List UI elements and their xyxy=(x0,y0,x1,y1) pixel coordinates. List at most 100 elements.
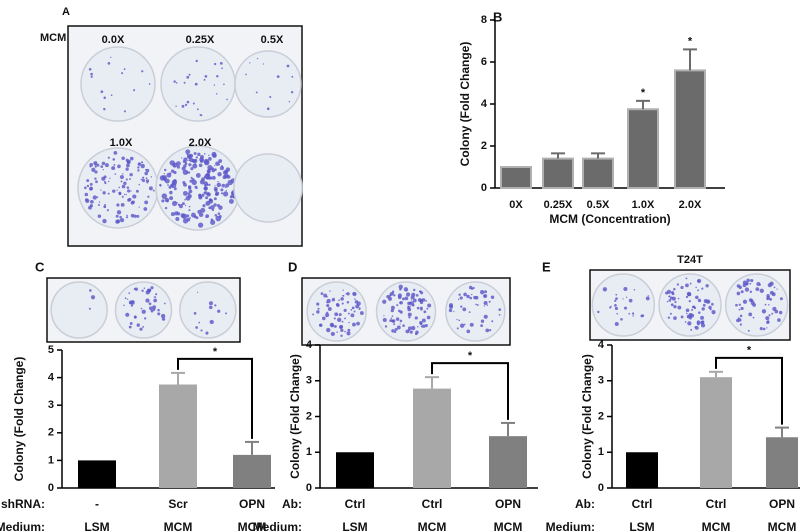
colony xyxy=(103,107,106,111)
colony xyxy=(161,199,165,203)
colony xyxy=(192,102,195,105)
colony xyxy=(126,214,128,217)
colony xyxy=(312,313,315,316)
colony xyxy=(490,295,495,299)
colony xyxy=(404,296,409,301)
colony xyxy=(393,294,396,297)
colony xyxy=(104,163,109,168)
colony xyxy=(148,186,153,191)
colony xyxy=(228,198,234,204)
colony xyxy=(113,151,118,155)
colony xyxy=(134,287,136,290)
colony xyxy=(193,215,197,219)
well xyxy=(80,46,156,122)
colony xyxy=(189,179,193,183)
colony xyxy=(176,161,181,166)
colony xyxy=(183,182,187,187)
colony xyxy=(111,166,116,171)
colony xyxy=(207,165,213,171)
colony xyxy=(772,306,777,312)
colony xyxy=(614,299,617,302)
colony xyxy=(161,193,168,199)
colony xyxy=(139,327,143,331)
colony xyxy=(399,319,403,323)
colony xyxy=(169,190,173,195)
colony xyxy=(476,304,479,306)
colony xyxy=(744,287,750,292)
well xyxy=(591,273,656,337)
colony xyxy=(457,298,460,300)
colony xyxy=(609,306,612,309)
colony xyxy=(218,159,223,164)
x-axis-label: MCM (Concentration) xyxy=(549,212,670,226)
colony xyxy=(742,299,748,304)
colony xyxy=(768,314,771,317)
colony xyxy=(320,292,324,295)
colony xyxy=(317,307,320,310)
bar xyxy=(700,377,732,488)
colony xyxy=(700,320,704,325)
colony xyxy=(670,303,674,307)
colony xyxy=(691,308,694,311)
colony xyxy=(91,167,96,172)
colony xyxy=(761,309,767,314)
colony xyxy=(196,108,199,111)
colony xyxy=(266,107,270,111)
colony xyxy=(354,298,356,300)
colony xyxy=(690,328,693,331)
colony xyxy=(480,319,485,323)
colony xyxy=(222,191,229,197)
colony xyxy=(398,284,403,289)
colony xyxy=(205,183,208,186)
colony xyxy=(390,317,393,320)
colony xyxy=(184,162,188,166)
colony xyxy=(176,212,181,216)
y-tick-label: 1 xyxy=(598,446,604,458)
colony xyxy=(755,287,760,292)
colony xyxy=(150,309,154,313)
colony xyxy=(614,306,619,311)
colony xyxy=(456,327,459,330)
colony xyxy=(685,283,689,288)
colony xyxy=(420,325,423,328)
colony xyxy=(395,317,400,321)
colony xyxy=(352,291,357,297)
colony xyxy=(186,217,191,222)
colony xyxy=(208,183,211,186)
colony xyxy=(184,204,187,207)
colony xyxy=(90,72,93,76)
colony xyxy=(157,312,161,316)
y-tick-label: 8 xyxy=(481,14,487,26)
y-tick-label: 0 xyxy=(48,482,54,494)
colony xyxy=(214,304,217,307)
chart-title: T24T xyxy=(677,254,703,266)
colony xyxy=(325,295,328,298)
colony xyxy=(456,318,458,321)
colony xyxy=(123,181,127,186)
colony xyxy=(86,179,90,183)
colony xyxy=(427,303,432,308)
colony xyxy=(410,299,412,301)
colony xyxy=(337,317,342,322)
colony xyxy=(198,163,203,168)
colony xyxy=(206,192,210,196)
colony xyxy=(262,63,265,65)
colony xyxy=(164,178,170,184)
colony xyxy=(152,189,155,192)
colony xyxy=(144,200,149,205)
significance: * xyxy=(213,346,218,358)
colony xyxy=(96,196,99,199)
colony xyxy=(190,176,193,179)
colony xyxy=(677,297,680,300)
colony xyxy=(391,290,395,293)
colony xyxy=(209,319,214,325)
x-tick-label: MCM xyxy=(418,520,447,531)
colony xyxy=(415,294,419,297)
y-tick-label: 2 xyxy=(306,410,312,422)
colony xyxy=(680,285,684,290)
colony xyxy=(94,165,97,168)
colony xyxy=(326,303,330,308)
colony xyxy=(88,67,92,71)
colony xyxy=(422,324,426,328)
colony xyxy=(89,187,93,191)
